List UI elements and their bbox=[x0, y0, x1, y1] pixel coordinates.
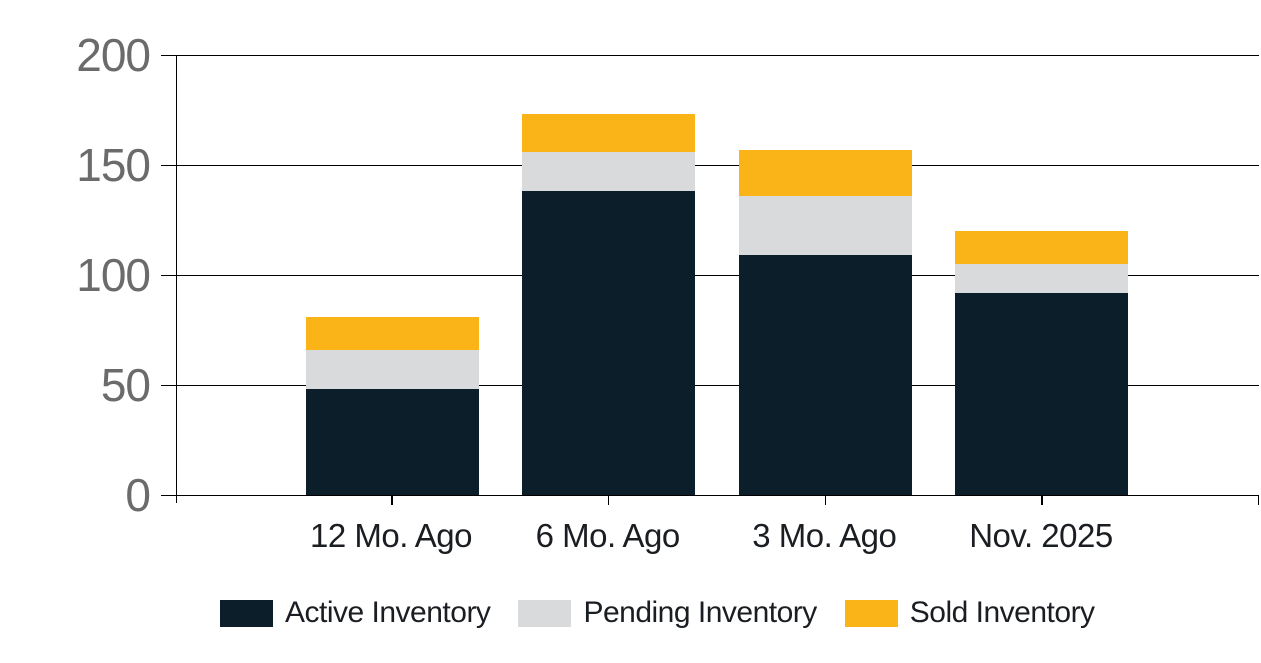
y-axis-label-150: 150 bbox=[76, 139, 151, 191]
bar-segment-6-mo-ago-pending-inventory bbox=[522, 151, 696, 192]
legend-item-active-inventory: Active Inventory bbox=[220, 596, 491, 629]
x-axis-end-tick bbox=[1257, 495, 1259, 505]
y-tick-50 bbox=[160, 385, 176, 386]
x-tick-3-mo-ago bbox=[824, 495, 827, 505]
legend-swatch-pending-inventory bbox=[518, 599, 572, 627]
legend-label-sold-inventory: Sold Inventory bbox=[909, 596, 1095, 629]
bar-segment-12-mo-ago-sold-inventory bbox=[305, 316, 479, 350]
x-axis-label-12-mo-ago: 12 Mo. Ago bbox=[310, 517, 472, 554]
x-axis-label-6-mo-ago: 6 Mo. Ago bbox=[535, 517, 681, 554]
gridline-200 bbox=[177, 55, 1259, 56]
y-axis-label-50: 50 bbox=[100, 359, 151, 411]
legend-swatch-active-inventory bbox=[220, 599, 273, 627]
bar-segment-6-mo-ago-sold-inventory bbox=[522, 114, 696, 152]
legend: Active Inventory Pending Inventory Sold In… bbox=[220, 597, 1095, 629]
y-axis-label-200: 200 bbox=[76, 29, 151, 81]
bar-segment-3-mo-ago-sold-inventory bbox=[738, 149, 912, 196]
legend-item-pending-inventory: Pending Inventory bbox=[518, 596, 817, 629]
bar-segment-nov-2025-pending-inventory bbox=[955, 264, 1129, 293]
gridline-100 bbox=[177, 275, 1259, 276]
x-axis-label-3-mo-ago: 3 Mo. Ago bbox=[752, 517, 897, 554]
legend-label-pending-inventory: Pending Inventory bbox=[583, 596, 817, 629]
x-tick-nov-2025 bbox=[1041, 495, 1043, 505]
bar-segment-3-mo-ago-pending-inventory bbox=[738, 195, 912, 256]
legend-item-sold-inventory: Sold Inventory bbox=[844, 596, 1095, 629]
plot-area bbox=[160, 55, 1259, 505]
y-tick-150 bbox=[160, 165, 176, 166]
y-tick-100 bbox=[160, 275, 176, 276]
gridline-150 bbox=[177, 165, 1259, 166]
y-axis-label-0: 0 bbox=[125, 469, 151, 521]
y-tick-200 bbox=[160, 55, 176, 56]
bar-segment-12-mo-ago-active-inventory bbox=[305, 389, 479, 495]
bar-segment-12-mo-ago-pending-inventory bbox=[305, 349, 479, 390]
bar-segment-nov-2025-active-inventory bbox=[955, 292, 1129, 495]
gridline-50 bbox=[177, 385, 1259, 386]
legend-label-active-inventory: Active Inventory bbox=[285, 596, 491, 629]
x-axis-label-nov-2025: Nov. 2025 bbox=[969, 517, 1113, 554]
x-tick-6-mo-ago bbox=[607, 495, 610, 505]
y-axis-label-100: 100 bbox=[76, 249, 151, 301]
bar-segment-nov-2025-sold-inventory bbox=[955, 231, 1129, 264]
legend-swatch-sold-inventory bbox=[844, 599, 898, 627]
y-tick-0 bbox=[160, 495, 176, 496]
x-tick-12-mo-ago bbox=[391, 495, 393, 505]
y-axis-foot-tick bbox=[175, 495, 177, 503]
bar-segment-6-mo-ago-active-inventory bbox=[522, 191, 696, 495]
bar-segment-3-mo-ago-active-inventory bbox=[738, 255, 912, 495]
